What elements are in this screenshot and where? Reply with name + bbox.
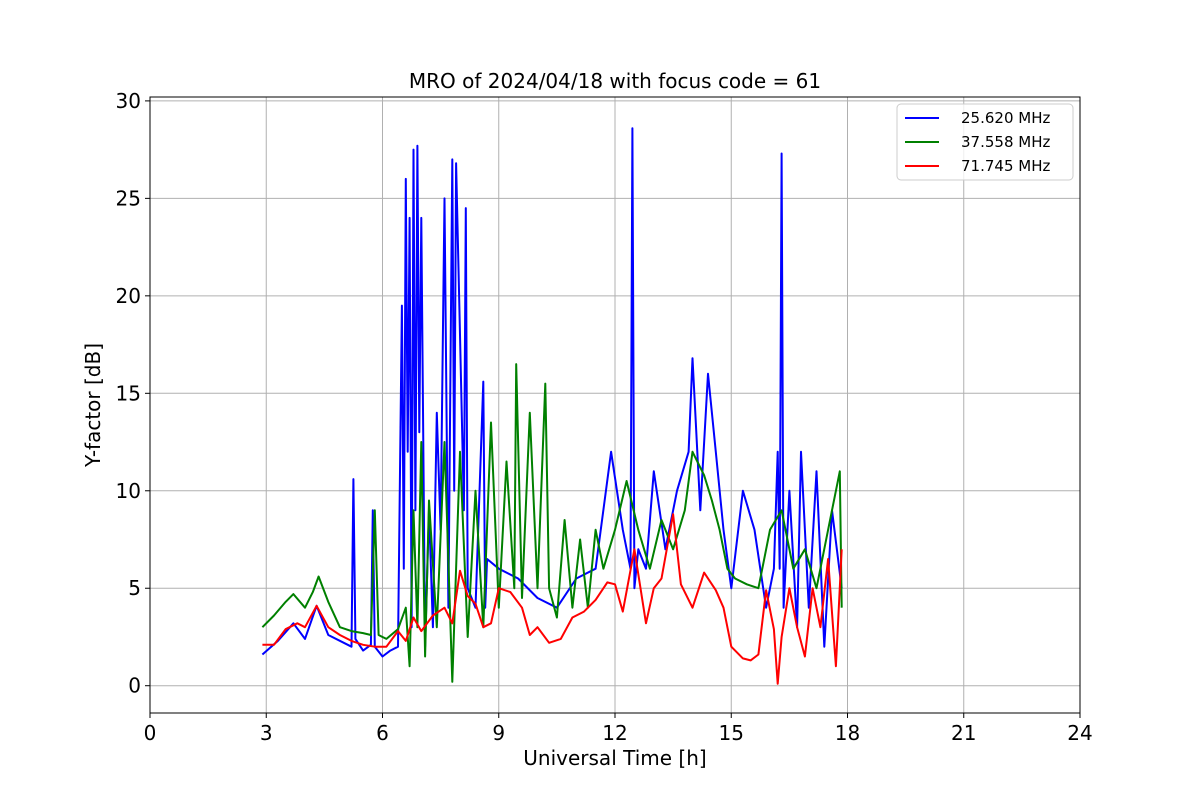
y-tick-label: 5 <box>128 576 141 600</box>
x-tick-label: 12 <box>602 721 627 745</box>
y-tick-label: 0 <box>128 674 141 698</box>
series-line-1 <box>261 127 843 658</box>
x-tick-label: 9 <box>492 721 505 745</box>
chart-title: MRO of 2024/04/18 with focus code = 61 <box>409 69 821 93</box>
y-tick-label: 10 <box>116 479 141 503</box>
y-tick-label: 15 <box>116 381 141 405</box>
x-tick-label: 0 <box>144 721 157 745</box>
x-tick-label: 24 <box>1067 721 1092 745</box>
x-tick-label: 15 <box>719 721 744 745</box>
legend-box <box>896 103 1074 181</box>
legend-label-2: 37.558 MHz <box>961 133 1050 151</box>
y-tick-label: 30 <box>116 89 141 113</box>
legend-label-1: 25.620 MHz <box>961 109 1050 127</box>
x-tick-label: 6 <box>376 721 389 745</box>
series-line-3 <box>262 513 843 685</box>
x-tick-label: 21 <box>951 721 976 745</box>
x-tick-label: 3 <box>260 721 273 745</box>
ticks: 0 3 6 9 12 15 18 21 24 0 5 10 15 20 25 30 <box>116 89 1093 745</box>
series-layer <box>261 127 843 685</box>
series-line-2 <box>261 363 843 683</box>
y-axis-label: Y-factor [dB] <box>81 343 105 468</box>
x-tick-label: 18 <box>835 721 860 745</box>
y-tick-label: 25 <box>116 186 141 210</box>
legend: 25.620 MHz 37.558 MHz 71.745 MHz <box>896 103 1074 181</box>
y-tick-label: 20 <box>116 284 141 308</box>
legend-label-3: 71.745 MHz <box>961 157 1050 175</box>
x-axis-label: Universal Time [h] <box>523 746 706 770</box>
